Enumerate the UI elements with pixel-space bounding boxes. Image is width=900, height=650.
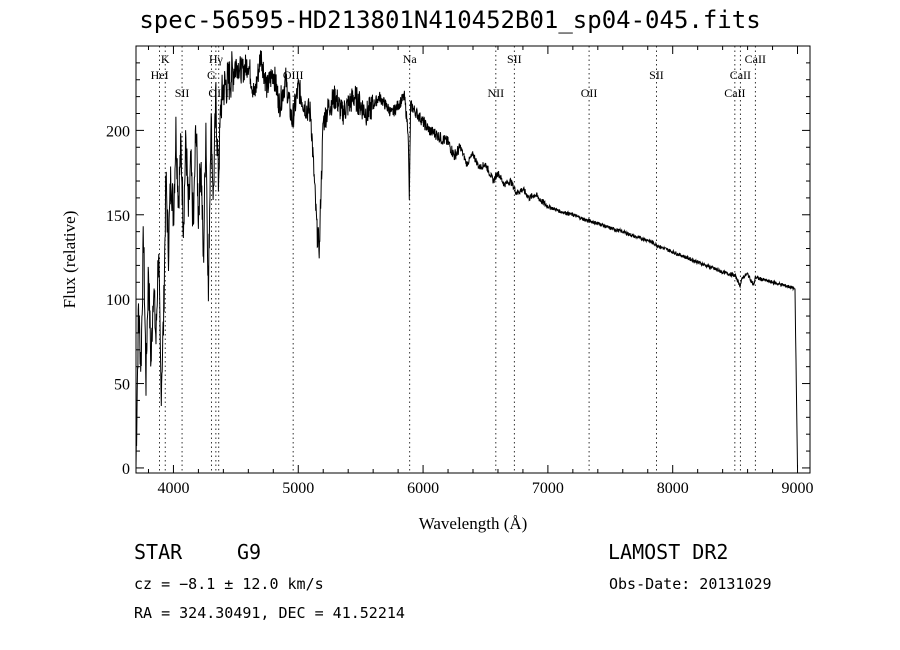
line-id-label: SII (649, 68, 664, 82)
y-axis-label: Flux (relative) (60, 211, 79, 309)
line-id-label: Na (403, 52, 418, 66)
object-class: STAR (134, 540, 183, 564)
coordinates-readout: RA = 324.30491, DEC = 41.52214 (134, 604, 405, 622)
line-id-label: SII (175, 86, 190, 100)
x-tick-label: 8000 (657, 480, 689, 497)
x-tick-label: 7000 (532, 480, 564, 497)
line-id-label: SII (507, 52, 522, 66)
line-id-label: CaII (730, 68, 751, 82)
line-id-label: K (161, 52, 170, 66)
line-id-label: Hγ (209, 52, 224, 66)
plot-frame (135, 45, 811, 474)
line-id-label: NII (488, 86, 505, 100)
line-id-label: CaII (724, 86, 745, 100)
line-id-label: OII (581, 86, 598, 100)
line-id-label: HeI (151, 68, 169, 82)
y-tick-label: 200 (106, 123, 130, 140)
spectrum-series-line (135, 50, 798, 469)
x-tick-label: 5000 (282, 480, 314, 497)
chart-title: spec-56595-HD213801N410452B01_sp04-045.f… (139, 6, 761, 34)
y-tick-label: 50 (114, 377, 130, 394)
redshift-readout: cz = −8.1 ± 12.0 km/s (134, 575, 324, 593)
line-id-label: G (207, 68, 216, 82)
x-tick-label: 4000 (157, 480, 189, 497)
y-tick-label: 0 (122, 461, 130, 478)
x-tick-label: 6000 (407, 480, 439, 497)
x-axis-label: Wavelength (Å) (419, 514, 528, 533)
y-tick-label: 100 (106, 292, 130, 309)
y-tick-label: 150 (106, 208, 130, 225)
line-id-label: OIII (283, 68, 304, 82)
object-subclass: G9 (237, 540, 262, 564)
line-id-label: CaII (745, 52, 766, 66)
x-tick-label: 9000 (782, 480, 814, 497)
survey-label: LAMOST DR2 (608, 540, 729, 564)
obs-date: Obs-Date: 20131029 (609, 575, 772, 593)
